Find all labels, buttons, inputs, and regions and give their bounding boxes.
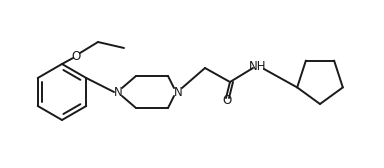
Text: O: O bbox=[71, 50, 81, 62]
Text: N: N bbox=[114, 86, 122, 98]
Text: NH: NH bbox=[249, 59, 267, 73]
Text: N: N bbox=[174, 86, 182, 98]
Text: O: O bbox=[222, 94, 232, 107]
